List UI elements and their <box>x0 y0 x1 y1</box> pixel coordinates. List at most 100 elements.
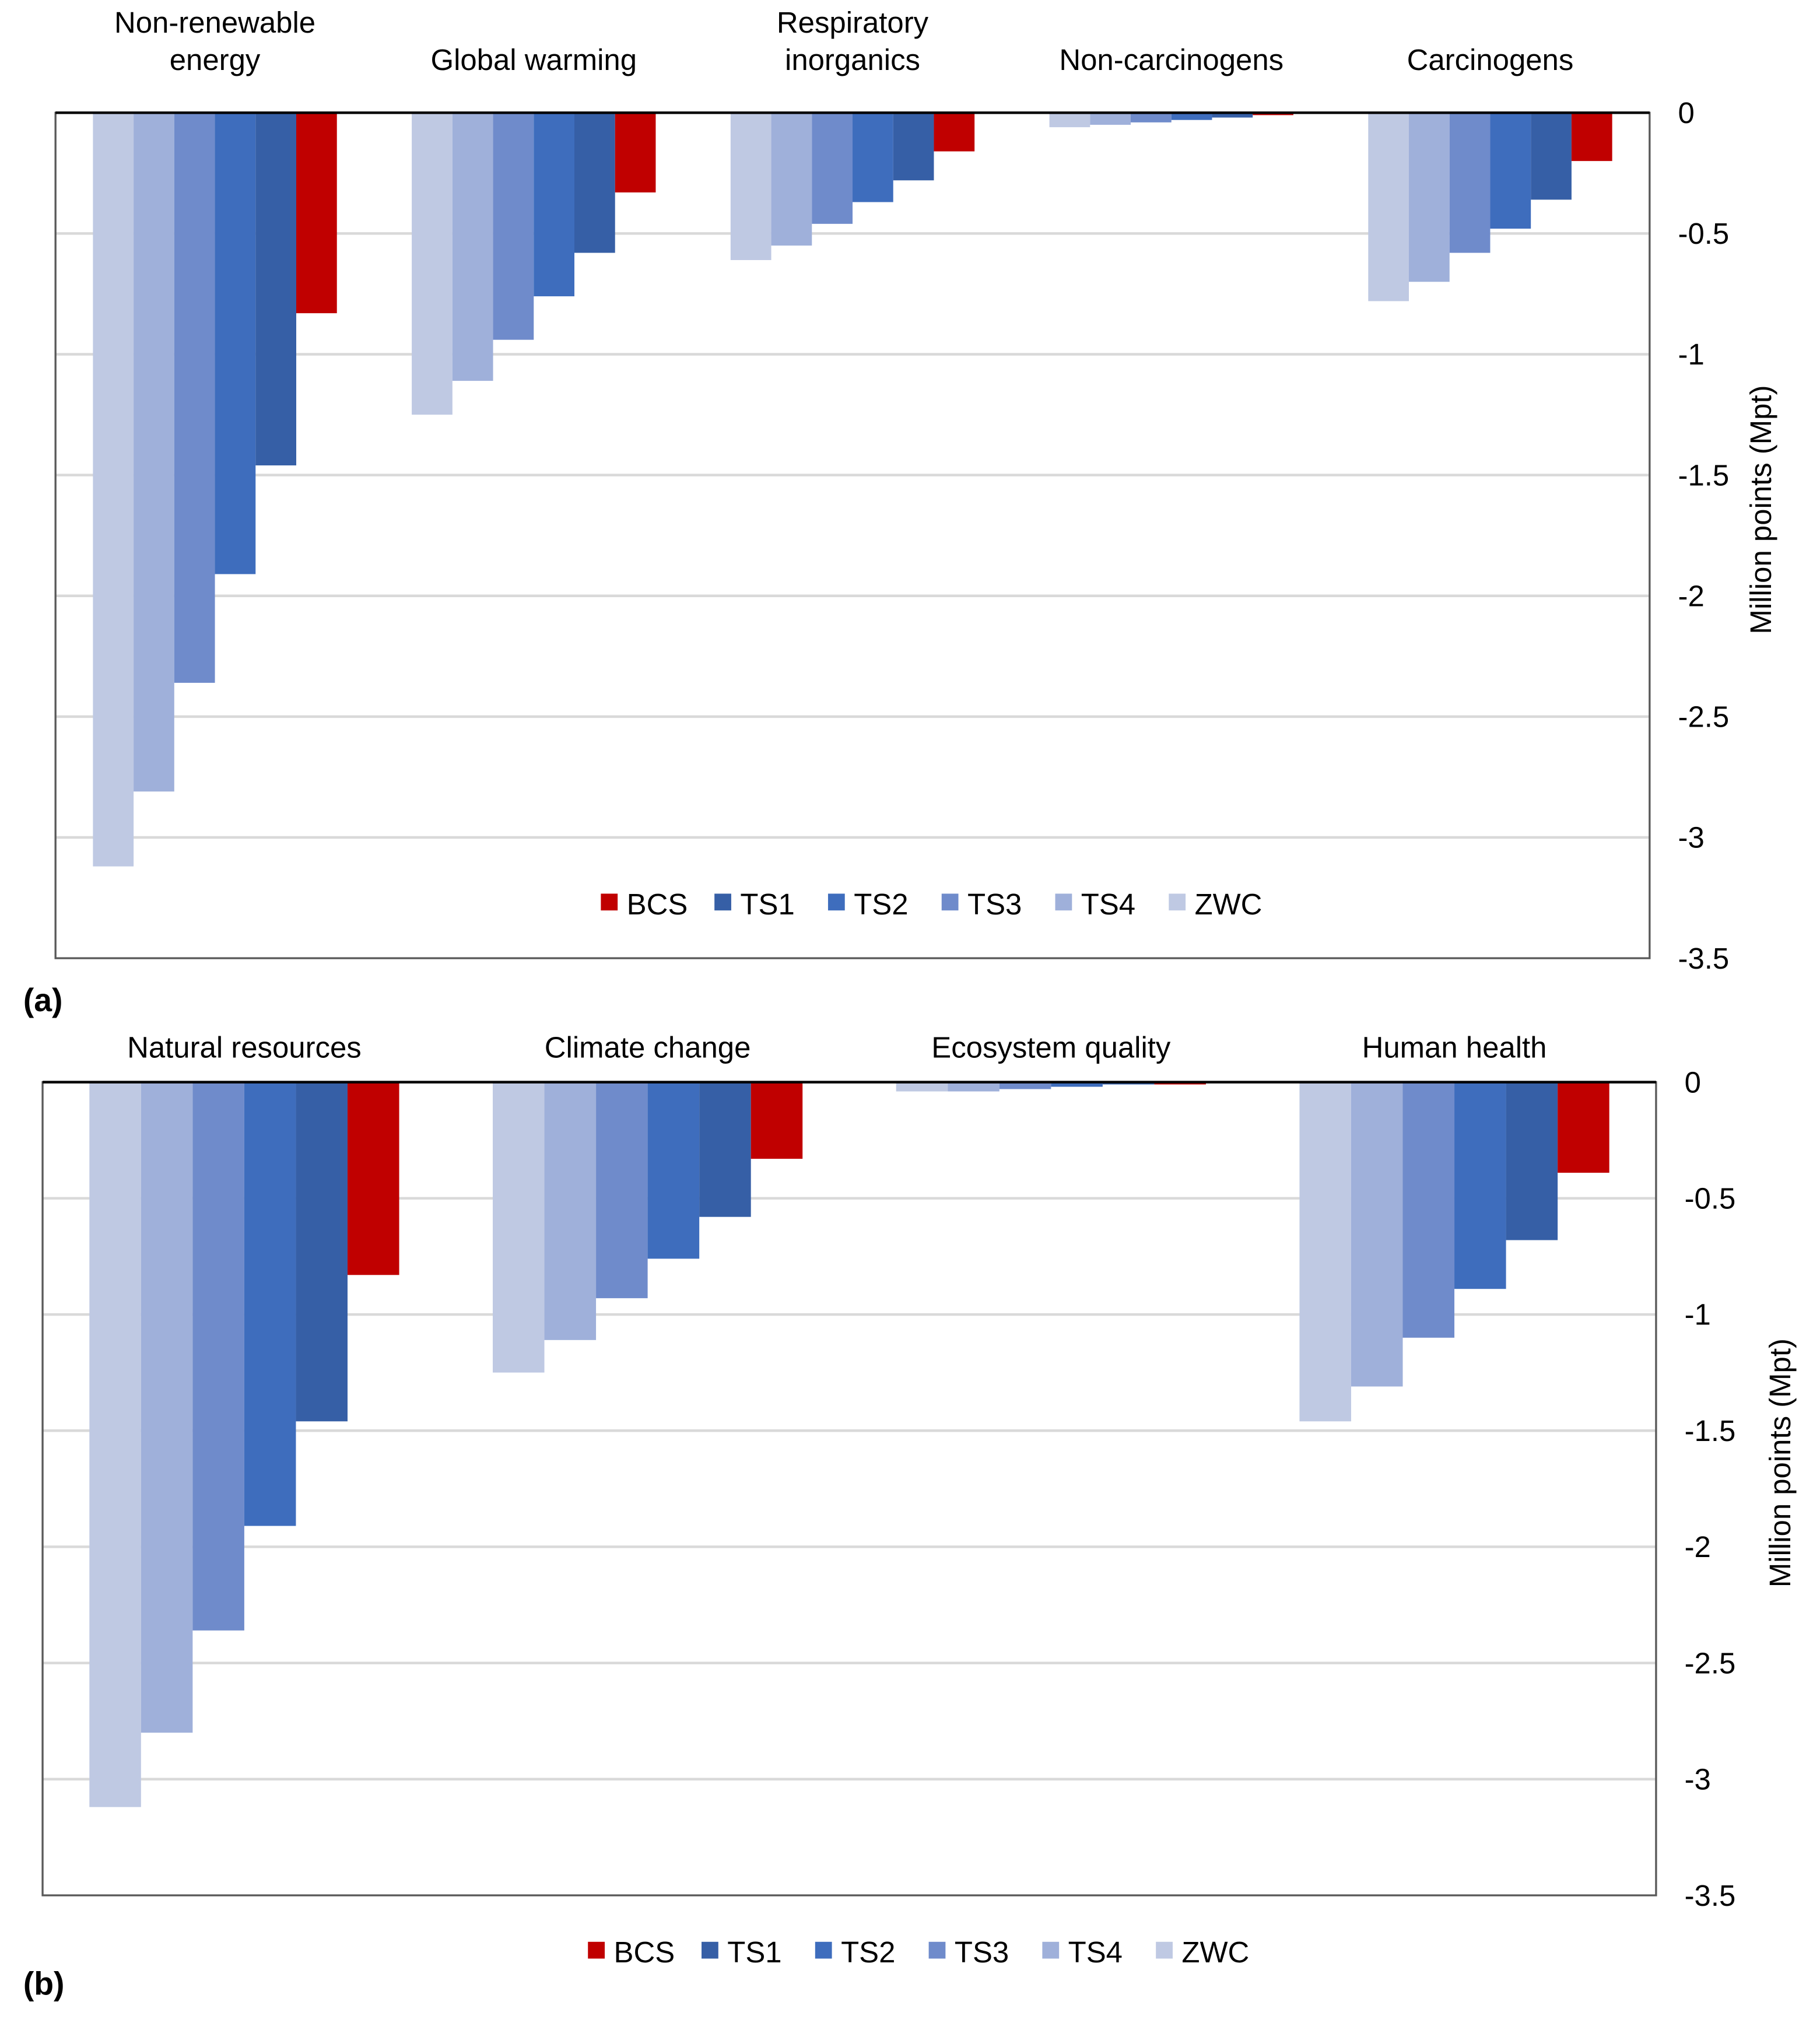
bar-ts4 <box>141 1082 193 1733</box>
bar-zwc <box>1049 113 1090 128</box>
legend-item-ts1: TS1 <box>714 888 795 921</box>
bar-ts2 <box>244 1082 296 1526</box>
legend-swatch <box>827 893 845 911</box>
bar-ts3 <box>1449 113 1491 253</box>
category-label: Natural resources <box>127 1031 362 1064</box>
legend-item-bcs: BCS <box>601 888 688 921</box>
y-tick-label: -0.5 <box>1685 1182 1736 1215</box>
legend-label: TS4 <box>1081 888 1135 921</box>
legend-swatch <box>941 893 959 911</box>
bar-ts2 <box>647 1082 700 1259</box>
bar-ts4 <box>452 113 493 381</box>
panel-label: (b) <box>23 1966 65 2002</box>
bar-ts4 <box>1090 113 1131 125</box>
legend-label: BCS <box>627 888 688 921</box>
bar-ts4 <box>1351 1082 1403 1387</box>
bar-ts2 <box>1454 1082 1506 1289</box>
bar-ts1 <box>296 1082 348 1422</box>
legend: BCS TS1 TS2 TS3 TS4 ZWC <box>588 1936 1249 1969</box>
legend-item-zwc: ZWC <box>1156 1936 1249 1969</box>
bar-bcs <box>347 1082 399 1275</box>
y-tick-label: -2 <box>1678 579 1705 612</box>
bar-ts2 <box>853 113 893 202</box>
bar-ts4 <box>948 1082 1000 1092</box>
bar-ts3 <box>999 1082 1051 1089</box>
legend-label: TS2 <box>854 888 908 921</box>
bar-ts4 <box>771 113 812 246</box>
legend-label: BCS <box>614 1936 675 1969</box>
bar-bcs <box>296 113 337 314</box>
bar-ts4 <box>1409 113 1450 282</box>
legend-label: TS1 <box>740 888 794 921</box>
y-tick-label: -2 <box>1685 1530 1711 1563</box>
bar-ts1 <box>1506 1082 1558 1240</box>
bar-ts1 <box>1212 113 1253 118</box>
bar-ts1 <box>893 113 934 181</box>
legend-label: TS2 <box>841 1936 895 1969</box>
y-tick-label: 0 <box>1678 96 1695 129</box>
bar-ts3 <box>1131 113 1172 122</box>
category-label: energy <box>170 43 261 76</box>
bar-ts1 <box>1531 113 1572 200</box>
bar-ts4 <box>134 113 174 792</box>
legend-label: ZWC <box>1195 888 1263 921</box>
bar-ts2 <box>1490 113 1531 229</box>
bar-zwc <box>1368 113 1409 301</box>
bar-ts4 <box>544 1082 597 1340</box>
legend-label: TS3 <box>967 888 1022 921</box>
bar-ts2 <box>1171 113 1212 120</box>
y-tick-label: -2.5 <box>1685 1646 1736 1680</box>
y-tick-label: -3.5 <box>1685 1879 1736 1912</box>
legend-swatch <box>815 1941 832 1959</box>
bar-zwc <box>89 1082 141 1807</box>
bar-zwc <box>93 113 134 867</box>
category-label: Non-carcinogens <box>1059 43 1284 76</box>
legend-item-ts1: TS1 <box>702 1936 782 1969</box>
y-tick-label: -0.5 <box>1678 217 1730 250</box>
legend-swatch <box>1055 893 1072 911</box>
category-label: Ecosystem quality <box>931 1031 1171 1064</box>
legend-swatch <box>1156 1941 1173 1959</box>
category-label: Carcinogens <box>1407 43 1574 76</box>
bar-ts2 <box>534 113 574 297</box>
legend-item-ts2: TS2 <box>815 1936 895 1969</box>
legend-swatch <box>588 1941 605 1959</box>
category-label: Climate change <box>545 1031 751 1064</box>
y-tick-label: -1.5 <box>1685 1414 1736 1447</box>
legend-item-ts3: TS3 <box>928 1936 1009 1969</box>
legend-swatch <box>702 1941 718 1959</box>
legend-swatch <box>928 1941 946 1959</box>
y-axis-title: Million points (Mpt) <box>1763 1338 1797 1587</box>
bar-bcs <box>615 113 656 192</box>
chart-panel-a: 0 -0.5 -1 -1.5 -2 -2.5 -3 -3.5 Non-renewable ener… <box>23 6 1777 1018</box>
bar-bcs <box>751 1082 803 1159</box>
legend-item-zwc: ZWC <box>1169 888 1262 921</box>
legend-item-bcs: BCS <box>588 1936 675 1969</box>
bar-ts1 <box>699 1082 751 1217</box>
category-label: Global warming <box>430 43 637 76</box>
legend-item-ts4: TS4 <box>1055 888 1135 921</box>
chart-panel-b: 0 -0.5 -1 -1.5 -2 -2.5 -3 -3.5 Natural resources… <box>23 1031 1797 2002</box>
bar-bcs <box>1571 113 1612 162</box>
legend-label: TS4 <box>1068 1936 1123 1969</box>
legend-swatch <box>601 893 618 911</box>
legend-item-ts4: TS4 <box>1042 1936 1123 1969</box>
bar-ts3 <box>493 113 534 340</box>
bar-zwc <box>492 1082 545 1373</box>
y-tick-label: -3 <box>1678 821 1705 854</box>
bar-zwc <box>1299 1082 1351 1422</box>
bar-bcs <box>1558 1082 1609 1173</box>
bar-ts3 <box>192 1082 244 1631</box>
legend-swatch <box>1042 1941 1060 1959</box>
y-tick-label: -2.5 <box>1678 700 1730 734</box>
legend-swatch <box>714 893 731 911</box>
y-tick-label: -1 <box>1685 1298 1711 1331</box>
category-label: Non-renewable <box>114 6 315 39</box>
bar-ts2 <box>215 113 256 574</box>
bar-ts3 <box>812 113 853 224</box>
bar-bcs <box>934 113 975 152</box>
bar-ts1 <box>574 113 615 253</box>
legend-item-ts3: TS3 <box>941 888 1022 921</box>
y-tick-label: -3 <box>1685 1763 1711 1796</box>
